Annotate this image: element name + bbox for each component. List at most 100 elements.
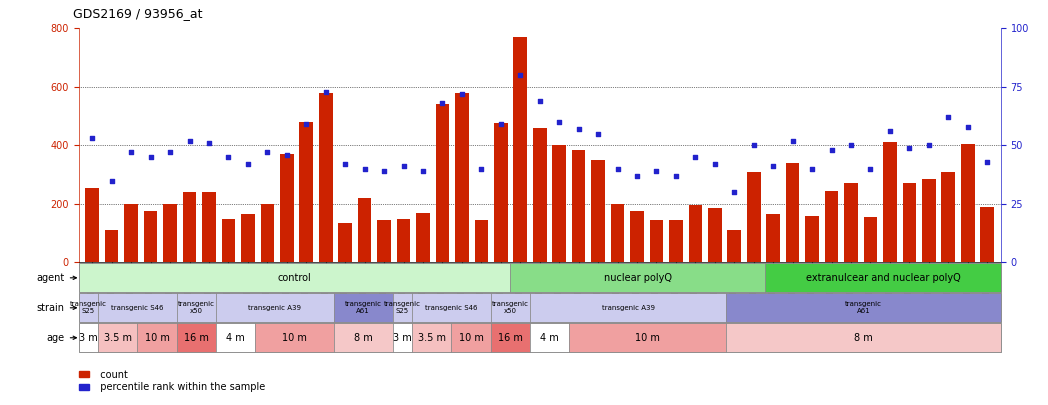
Point xyxy=(863,166,879,172)
Bar xyxy=(611,204,625,262)
Text: 10 m: 10 m xyxy=(282,333,307,343)
Text: 3 m: 3 m xyxy=(393,333,412,343)
Bar xyxy=(510,263,765,292)
Point xyxy=(200,140,217,146)
Point xyxy=(823,147,839,153)
Point xyxy=(395,163,412,170)
Bar xyxy=(412,293,490,322)
Text: transgenic A39: transgenic A39 xyxy=(248,305,302,311)
Bar xyxy=(941,172,955,262)
Bar xyxy=(79,293,99,322)
Text: transgenic
A61: transgenic A61 xyxy=(845,301,882,314)
Bar xyxy=(922,179,936,262)
Point xyxy=(318,88,334,95)
Bar xyxy=(300,122,313,262)
Bar xyxy=(591,160,605,262)
Bar xyxy=(202,192,216,262)
Text: control: control xyxy=(278,273,311,283)
Point xyxy=(143,154,159,160)
Bar xyxy=(981,207,995,262)
Text: transgenic S46: transgenic S46 xyxy=(425,305,478,311)
Text: nuclear polyQ: nuclear polyQ xyxy=(604,273,672,283)
Bar xyxy=(182,192,196,262)
Point xyxy=(123,149,139,156)
Bar xyxy=(221,219,235,262)
Point xyxy=(804,166,821,172)
Bar xyxy=(177,293,216,322)
Text: transgenic
S25: transgenic S25 xyxy=(70,301,107,314)
Text: transgenic
x50: transgenic x50 xyxy=(492,301,529,314)
Bar xyxy=(393,293,412,322)
Point xyxy=(415,168,432,175)
Bar xyxy=(241,214,255,262)
Bar xyxy=(494,124,507,262)
Bar xyxy=(216,323,256,352)
Bar xyxy=(727,230,741,262)
Bar xyxy=(357,198,371,262)
Point xyxy=(609,166,626,172)
Bar xyxy=(805,215,818,262)
Bar xyxy=(552,145,566,262)
Text: strain: strain xyxy=(37,303,65,313)
Bar xyxy=(569,323,726,352)
Point xyxy=(706,161,723,167)
Point xyxy=(570,126,587,132)
Text: age: age xyxy=(47,333,65,343)
Bar xyxy=(105,230,118,262)
Bar xyxy=(786,163,800,262)
Bar xyxy=(490,323,530,352)
Bar xyxy=(689,205,702,262)
Point xyxy=(531,98,548,104)
Text: transgenic
A61: transgenic A61 xyxy=(345,301,381,314)
Bar xyxy=(339,223,352,262)
Point xyxy=(298,121,314,128)
Text: 4 m: 4 m xyxy=(540,333,559,343)
Bar xyxy=(436,104,450,262)
Text: 4 m: 4 m xyxy=(226,333,245,343)
Text: percentile rank within the sample: percentile rank within the sample xyxy=(94,382,265,392)
Text: 8 m: 8 m xyxy=(854,333,873,343)
Point xyxy=(920,142,937,149)
Point xyxy=(765,163,782,170)
Bar xyxy=(377,220,391,262)
Point xyxy=(336,161,353,167)
Text: 16 m: 16 m xyxy=(183,333,209,343)
Text: 3 m: 3 m xyxy=(79,333,97,343)
Text: 3.5 m: 3.5 m xyxy=(104,333,132,343)
Bar xyxy=(747,172,761,262)
Bar xyxy=(99,293,177,322)
Bar xyxy=(319,93,332,262)
Bar xyxy=(216,293,333,322)
Bar xyxy=(669,220,682,262)
Bar xyxy=(726,323,1001,352)
Bar xyxy=(280,154,293,262)
Point xyxy=(104,177,121,184)
Point xyxy=(84,135,101,142)
Bar xyxy=(137,323,177,352)
Text: GDS2169 / 93956_at: GDS2169 / 93956_at xyxy=(73,7,203,20)
Bar xyxy=(530,293,726,322)
Bar xyxy=(726,293,1001,322)
Point xyxy=(493,121,509,128)
Point xyxy=(726,189,743,196)
Text: 10 m: 10 m xyxy=(635,333,660,343)
Point xyxy=(240,161,257,167)
Text: 8 m: 8 m xyxy=(354,333,372,343)
Bar xyxy=(708,208,722,262)
Bar xyxy=(99,323,137,352)
Bar xyxy=(765,263,1001,292)
Bar xyxy=(333,293,393,322)
Bar xyxy=(261,204,275,262)
Text: transgenic S46: transgenic S46 xyxy=(111,305,163,311)
Bar xyxy=(533,128,546,262)
Point xyxy=(220,154,237,160)
Point xyxy=(648,168,664,175)
Point xyxy=(687,154,704,160)
Point xyxy=(590,130,607,137)
Bar xyxy=(514,37,527,262)
Bar xyxy=(825,191,838,262)
Point xyxy=(375,168,392,175)
Point xyxy=(473,166,489,172)
Point xyxy=(434,100,451,107)
Bar xyxy=(845,183,858,262)
